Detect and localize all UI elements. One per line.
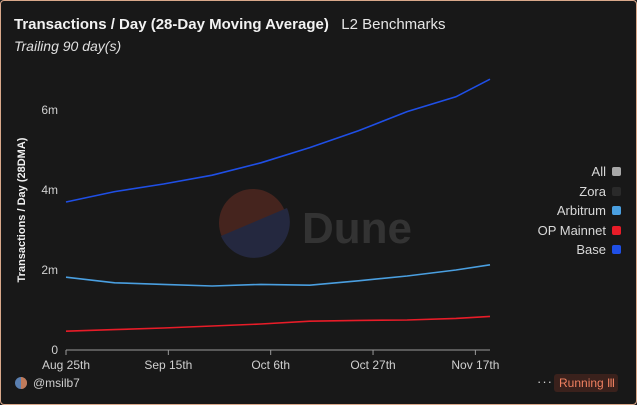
running-bars-icon: III	[607, 376, 615, 390]
legend-swatch	[612, 245, 621, 255]
avatar	[15, 377, 27, 389]
dune-logo-icon-lower	[221, 208, 290, 258]
y-tick-label: 4m	[41, 183, 58, 197]
author-name: @msilb7	[33, 376, 80, 390]
x-tick-label: Aug 25th	[42, 358, 90, 372]
x-tick-label: Sep 15th	[144, 358, 192, 372]
author-link[interactable]: @msilb7	[15, 376, 80, 390]
running-status-text: Running	[559, 376, 604, 390]
legend-item-op-mainnet[interactable]: OP Mainnet	[538, 221, 621, 241]
series-layer	[65, 78, 491, 332]
more-options-button[interactable]: ···	[537, 374, 553, 389]
title-row: Transactions / Day (28-Day Moving Averag…	[14, 16, 446, 34]
legend-swatch	[612, 225, 621, 235]
query-tag-link[interactable]: L2 Benchmarks	[341, 16, 446, 33]
legend-item-base[interactable]: Base	[538, 240, 621, 260]
legend-swatch	[612, 167, 621, 177]
legend-label: Base	[576, 242, 606, 258]
period-subtitle: Trailing 90 day(s)	[14, 38, 122, 54]
legend-item-zora[interactable]: Zora	[538, 182, 621, 202]
y-tick-label: 2m	[41, 263, 58, 277]
axes: 0 2m 4m 6m Aug 25th Sep 15th Oct 6th Oct 27th No…	[16, 103, 499, 372]
legend-swatch	[612, 206, 621, 216]
x-tick-label: Oct 6th	[251, 358, 290, 372]
legend-label: OP Mainnet	[537, 222, 606, 238]
series-line-base[interactable]	[65, 78, 491, 203]
chart-title: Transactions / Day (28-Day Moving Averag…	[14, 16, 329, 33]
legend: All Zora Arbitrum OP Mainnet Base	[538, 162, 621, 260]
x-tick-label: Oct 27th	[350, 358, 395, 372]
y-tick-label: 0	[51, 343, 58, 357]
running-status-badge[interactable]: Running III	[554, 374, 618, 392]
legend-swatch	[612, 186, 621, 196]
legend-label: Arbitrum	[556, 203, 606, 219]
dune-watermark-text: Dune	[302, 204, 412, 253]
legend-item-all[interactable]: All	[538, 162, 621, 182]
legend-item-arbitrum[interactable]: Arbitrum	[538, 201, 621, 221]
y-axis-label: Transactions / Day (28DMA)	[16, 137, 28, 282]
legend-label: All	[591, 164, 606, 180]
dune-watermark: Dune	[219, 189, 412, 258]
x-tick-label: Nov 17th	[451, 358, 499, 372]
series-line-op-mainnet[interactable]	[65, 315, 491, 332]
legend-label: Zora	[579, 183, 606, 199]
series-line-arbitrum[interactable]	[65, 264, 491, 287]
y-tick-label: 6m	[41, 103, 58, 117]
